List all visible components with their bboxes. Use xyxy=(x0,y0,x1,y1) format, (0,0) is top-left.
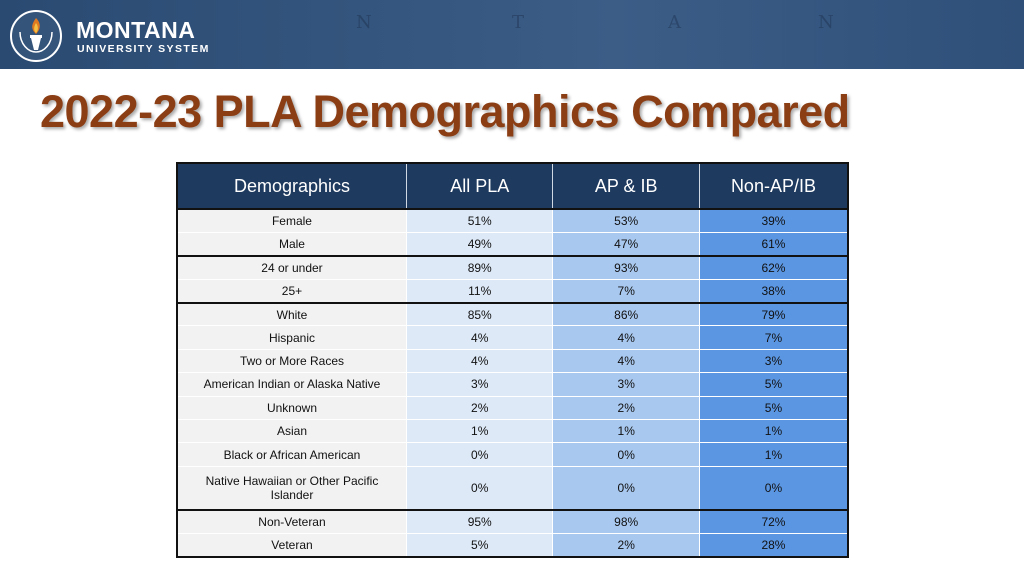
column-header: AP & IB xyxy=(552,163,700,210)
table-row: Hispanic 4% 4% 7% xyxy=(177,325,848,350)
cell-value: 72% xyxy=(699,510,848,535)
table-row: Asian 1% 1% 1% xyxy=(177,419,848,444)
row-label: 24 or under xyxy=(177,255,407,280)
cell-value: 2% xyxy=(552,396,700,421)
cell-value: 1% xyxy=(406,419,554,444)
table-row: Veteran 5% 2% 28% xyxy=(177,533,848,558)
cell-value: 93% xyxy=(552,255,700,280)
row-label: Female xyxy=(177,209,407,233)
cell-value: 1% xyxy=(699,419,848,444)
map-letter: N xyxy=(818,12,836,33)
cell-value: 89% xyxy=(406,255,554,280)
table-row: 24 or under 89% 93% 62% xyxy=(177,255,848,280)
cell-value: 85% xyxy=(406,302,554,327)
row-label: Two or More Races xyxy=(177,349,407,374)
cell-value: 5% xyxy=(699,396,848,421)
row-label: White xyxy=(177,302,407,327)
cell-value: 7% xyxy=(699,325,848,350)
table-row: Unknown 2% 2% 5% xyxy=(177,396,848,421)
map-letter: T xyxy=(512,12,527,33)
cell-value: 2% xyxy=(552,533,700,558)
cell-value: 86% xyxy=(552,302,700,327)
cell-value: 47% xyxy=(552,232,700,257)
logo-name: MONTANA xyxy=(76,17,196,43)
table-body: Female 51% 53% 39% Male 49% 47% 61% 24 or under 8… xyxy=(177,209,848,558)
cell-value: 95% xyxy=(406,510,554,535)
cell-value: 0% xyxy=(699,466,848,512)
cell-value: 0% xyxy=(552,442,700,467)
table-row: Native Hawaiian or Other Pacific Islande… xyxy=(177,466,848,512)
row-label: Asian xyxy=(177,419,407,444)
cell-value: 0% xyxy=(552,466,700,512)
cell-value: 1% xyxy=(552,419,700,444)
column-header: All PLA xyxy=(406,163,554,210)
cell-value: 2% xyxy=(406,396,554,421)
table-row: 25+ 11% 7% 38% xyxy=(177,279,848,304)
cell-value: 61% xyxy=(699,232,848,257)
row-label: Male xyxy=(177,232,407,257)
cell-value: 0% xyxy=(406,442,554,467)
cell-value: 38% xyxy=(699,279,848,304)
row-label: Hispanic xyxy=(177,325,407,350)
column-header: Demographics xyxy=(177,163,407,210)
table-header-row: Demographics All PLA AP & IB Non-AP/IB xyxy=(177,163,848,210)
row-label: Black or African American xyxy=(177,442,407,467)
table-row: White 85% 86% 79% xyxy=(177,302,848,327)
cell-value: 5% xyxy=(699,372,848,397)
cell-value: 3% xyxy=(552,372,700,397)
table-row: Female 51% 53% 39% xyxy=(177,209,848,233)
row-label: Veteran xyxy=(177,533,407,558)
table-row: American Indian or Alaska Native 3% 3% 5% xyxy=(177,372,848,397)
table-row: Two or More Races 4% 4% 3% xyxy=(177,349,848,374)
cell-value: 62% xyxy=(699,255,848,280)
cell-value: 3% xyxy=(406,372,554,397)
torch-icon xyxy=(10,10,62,62)
cell-value: 39% xyxy=(699,209,848,233)
cell-value: 98% xyxy=(552,510,700,535)
row-label: Native Hawaiian or Other Pacific Islande… xyxy=(177,466,407,512)
map-letter: N xyxy=(356,12,374,33)
cell-value: 7% xyxy=(552,279,700,304)
table-row: Male 49% 47% 61% xyxy=(177,232,848,257)
cell-value: 4% xyxy=(552,349,700,374)
cell-value: 1% xyxy=(699,442,848,467)
cell-value: 28% xyxy=(699,533,848,558)
cell-value: 5% xyxy=(406,533,554,558)
page-title: 2022-23 PLA Demographics Compared xyxy=(40,86,850,137)
montana-university-system-logo[interactable]: MONTANA UNIVERSITY SYSTEM xyxy=(10,8,230,62)
cell-value: 53% xyxy=(552,209,700,233)
cell-value: 4% xyxy=(406,325,554,350)
table-row: Non-Veteran 95% 98% 72% xyxy=(177,510,848,535)
cell-value: 4% xyxy=(406,349,554,374)
row-label: 25+ xyxy=(177,279,407,304)
table-row: Black or African American 0% 0% 1% xyxy=(177,442,848,467)
cell-value: 3% xyxy=(699,349,848,374)
cell-value: 51% xyxy=(406,209,554,233)
header-banner: N T A N MONTANA UNIVERSITY SYSTEM xyxy=(0,0,1024,69)
cell-value: 0% xyxy=(406,466,554,512)
cell-value: 79% xyxy=(699,302,848,327)
map-letter: A xyxy=(668,12,683,33)
cell-value: 49% xyxy=(406,232,554,257)
row-label: American Indian or Alaska Native xyxy=(177,372,407,397)
column-header: Non-AP/IB xyxy=(699,163,848,210)
row-label: Non-Veteran xyxy=(177,510,407,535)
cell-value: 4% xyxy=(552,325,700,350)
cell-value: 11% xyxy=(406,279,554,304)
row-label: Unknown xyxy=(177,396,407,421)
logo-subtitle: UNIVERSITY SYSTEM xyxy=(77,43,210,55)
demographics-table: Demographics All PLA AP & IB Non-AP/IB F… xyxy=(176,162,849,559)
